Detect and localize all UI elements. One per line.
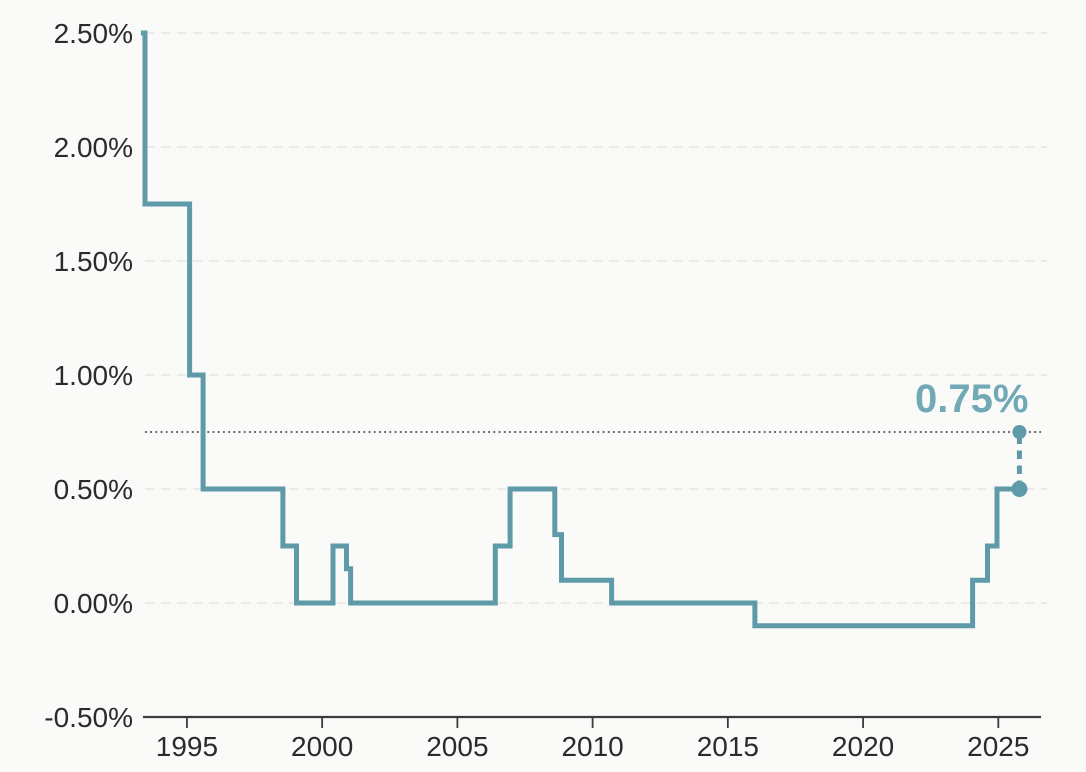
projected-rate-dot <box>1012 425 1027 439</box>
svg-text:2020: 2020 <box>832 731 894 762</box>
svg-text:2000: 2000 <box>291 731 353 762</box>
svg-text:1995: 1995 <box>156 731 218 762</box>
x-axis: 1995 2000 2005 2010 2015 2020 2025 <box>143 715 1041 762</box>
svg-text:2005: 2005 <box>426 731 488 762</box>
svg-text:1.50%: 1.50% <box>54 246 133 277</box>
svg-text:2025: 2025 <box>967 731 1029 762</box>
current-rate-dot <box>1011 481 1028 497</box>
rate-step-line <box>140 30 1020 629</box>
y-gridlines <box>145 32 1047 604</box>
svg-text:2010: 2010 <box>561 731 623 762</box>
svg-text:2.00%: 2.00% <box>54 132 133 163</box>
projected-rate-label: 0.75% <box>915 377 1028 421</box>
y-axis-labels: 2.50% 2.00% 1.50% 1.00% 0.50% 0.00% -0.50% <box>44 18 133 733</box>
svg-text:-0.50%: -0.50% <box>44 702 133 733</box>
svg-text:1.00%: 1.00% <box>54 360 133 391</box>
svg-text:2.50%: 2.50% <box>54 18 133 49</box>
svg-text:2015: 2015 <box>697 731 759 762</box>
svg-text:0.00%: 0.00% <box>54 588 133 619</box>
svg-text:0.50%: 0.50% <box>54 474 133 505</box>
